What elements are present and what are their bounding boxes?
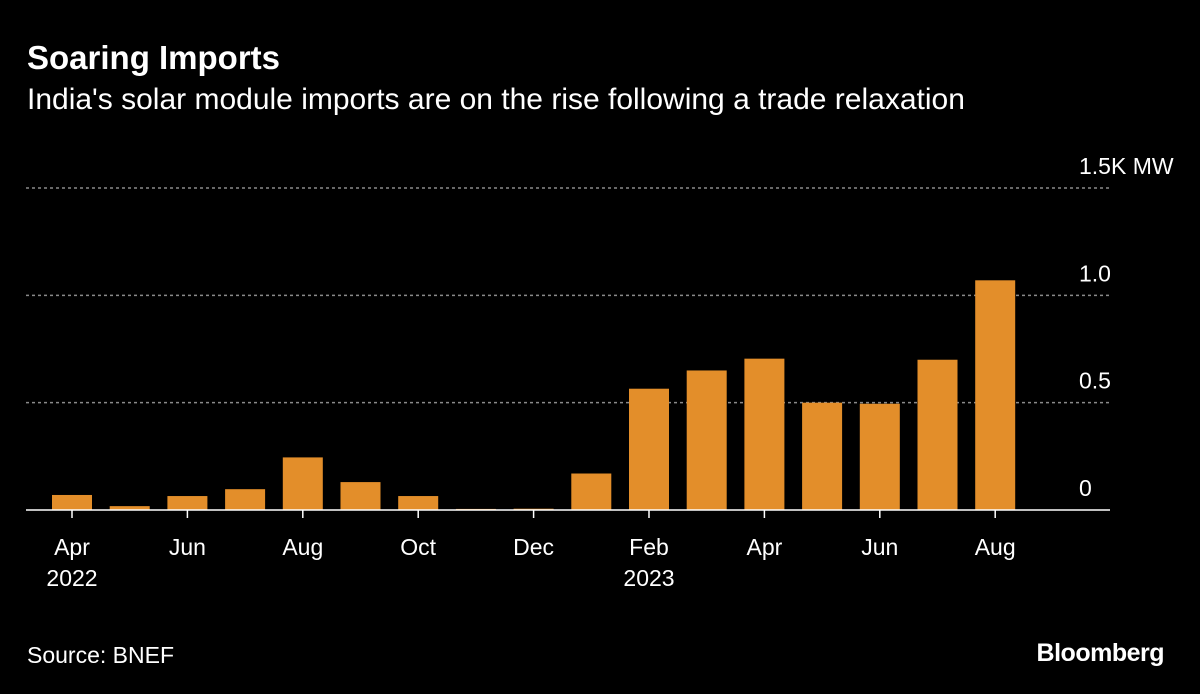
x-axis-labels: Apr 2022 Jun Aug Oct Dec Feb 2023 Apr Jun Aug — [46, 534, 1015, 591]
x-tick-label: Oct — [400, 534, 436, 560]
x-tick-label: Feb — [629, 534, 669, 560]
bar — [802, 402, 843, 510]
bar — [571, 473, 612, 510]
x-tick-year-label: 2023 — [623, 565, 674, 591]
x-axis — [26, 509, 1110, 518]
source-note: Source: BNEF — [27, 642, 174, 668]
bar — [975, 280, 1016, 510]
x-tick-label: Aug — [975, 534, 1016, 560]
x-tick-label: Apr — [54, 534, 90, 560]
x-tick-label: Aug — [282, 534, 323, 560]
bar — [167, 496, 208, 510]
bar — [744, 358, 785, 510]
bloomberg-logo: Bloomberg — [1036, 639, 1165, 667]
bar — [629, 388, 669, 510]
y-tick-label: 1.0 — [1079, 260, 1111, 286]
bar — [109, 506, 150, 510]
chart-title: Soaring Imports — [27, 39, 281, 76]
bar — [225, 489, 266, 510]
x-tick-label: Jun — [169, 534, 206, 560]
bar — [859, 403, 900, 510]
bar — [340, 482, 381, 510]
gridlines — [26, 187, 1110, 404]
chart-subtitle: India's solar module imports are on the … — [27, 83, 965, 116]
y-tick-label: 0 — [1079, 475, 1092, 501]
y-tick-label: 0.5 — [1079, 368, 1111, 394]
y-tick-label: 1.5K MW — [1079, 153, 1174, 179]
bar — [686, 370, 727, 510]
bar — [398, 496, 439, 510]
x-tick-label: Jun — [861, 534, 898, 560]
bar — [52, 494, 92, 510]
bars — [52, 280, 1016, 510]
x-tick-year-label: 2022 — [46, 565, 97, 591]
x-tick-label: Dec — [513, 534, 554, 560]
bar — [282, 457, 323, 510]
bar — [917, 359, 958, 510]
x-tick-label: Apr — [747, 534, 783, 560]
y-axis-labels: 0 0.5 1.0 1.5K MW — [1079, 153, 1174, 501]
